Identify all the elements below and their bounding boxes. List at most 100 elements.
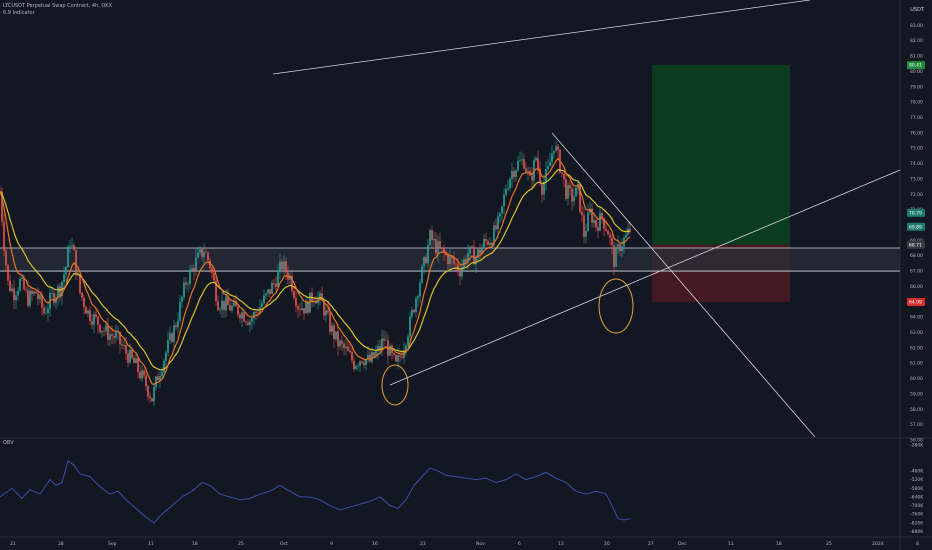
candle-body: [415, 298, 417, 312]
candle-body: [523, 159, 525, 169]
candle-body: [431, 230, 433, 241]
candle-body: [411, 310, 413, 317]
candle-body: [95, 314, 97, 317]
candle-body: [451, 256, 453, 259]
candle-body: [593, 220, 595, 223]
candle-body: [423, 256, 425, 267]
candle-body: [385, 340, 387, 341]
candle-body: [429, 230, 431, 246]
candle-body: [371, 352, 373, 362]
time-tick-label: 16: [372, 541, 378, 547]
upper-channel-line: [272, 0, 811, 75]
candle-body: [455, 263, 457, 265]
indicator-title[interactable]: 6.9 Indicator: [3, 10, 35, 16]
price-tick-label: 82.00: [910, 38, 923, 44]
candle-body: [81, 292, 83, 298]
candle-body: [263, 295, 265, 304]
candle-body: [417, 296, 419, 299]
time-tick-label: Oct: [280, 541, 288, 547]
candle-body: [115, 332, 117, 338]
candle-body: [221, 300, 223, 310]
obv-tick-label: -640K: [910, 494, 924, 500]
candle-body: [581, 212, 583, 216]
price-tick-label: 68.00: [910, 253, 923, 259]
candle-body: [483, 238, 485, 248]
candle-body: [611, 237, 613, 246]
candle-body: [261, 303, 263, 308]
candle-body: [405, 345, 407, 351]
candle-body: [461, 266, 463, 277]
candle-body: [223, 300, 225, 311]
candle-body: [243, 312, 245, 322]
obv-pane-title: OBV: [3, 440, 14, 446]
candle-body: [57, 286, 59, 298]
candle-body: [437, 241, 439, 254]
candle-body: [625, 234, 627, 238]
candle-body: [295, 297, 297, 307]
candle-body: [341, 340, 343, 344]
candle-body: [413, 310, 415, 312]
candle-body: [297, 306, 299, 310]
candle-body: [165, 352, 167, 361]
candle-body: [29, 290, 31, 306]
candle-body: [389, 345, 391, 356]
time-tick-label: Dec: [678, 541, 687, 547]
candle-body: [465, 259, 467, 263]
candle-body: [573, 196, 575, 202]
symbol-title[interactable]: LTCUSDT Perpetual Swap Contract, 4h, OKX: [3, 3, 113, 9]
candle-body: [579, 183, 581, 213]
candle-body: [567, 185, 569, 199]
currency-label[interactable]: USDT: [910, 7, 924, 13]
candle-body: [495, 225, 497, 230]
time-tick-label: 27: [648, 541, 654, 547]
price-tick-label: 77.00: [910, 115, 923, 121]
candle-body: [497, 216, 499, 230]
candle-body: [331, 325, 333, 332]
candle-body: [225, 297, 227, 311]
price-tick-label: 57.00: [910, 422, 923, 428]
candle-body: [215, 280, 217, 302]
candle-body: [131, 349, 133, 358]
candle-body: [207, 252, 209, 261]
candle-body: [45, 313, 47, 314]
candle-body: [473, 246, 475, 265]
price-tick-label: 83.00: [910, 23, 923, 29]
candle-body: [149, 396, 151, 399]
candle-body: [407, 336, 409, 346]
candle-body: [459, 271, 461, 277]
candle-body: [201, 249, 203, 257]
candle-body: [195, 257, 197, 272]
candle-body: [227, 297, 229, 306]
time-tick-label: 9: [330, 541, 333, 547]
candle-body: [255, 311, 257, 313]
candle-body: [111, 334, 113, 336]
candle-body: [75, 250, 77, 276]
candle-body: [619, 244, 621, 251]
candle-body: [213, 272, 215, 281]
candle-body: [531, 175, 533, 181]
candle-body: [153, 386, 155, 402]
candle-body: [273, 283, 275, 284]
candle-body: [377, 346, 379, 352]
candle-body: [445, 252, 447, 255]
candle-body: [205, 252, 207, 253]
candle-body: [595, 220, 597, 228]
time-tick-label: 2024: [872, 541, 884, 547]
entry-price-tag-text: 68.71: [909, 242, 922, 248]
candle-body: [379, 346, 381, 350]
candle-body: [489, 242, 491, 245]
candle-body: [17, 290, 19, 296]
candle-body: [565, 179, 567, 199]
obv-tick-label: -880K: [910, 529, 924, 535]
candle-body: [399, 355, 401, 357]
candle-body: [163, 360, 165, 372]
time-tick-label: 25: [238, 541, 244, 547]
candle-body: [155, 376, 157, 387]
candle-body: [241, 312, 243, 319]
candle-body: [127, 353, 129, 363]
candle-body: [513, 171, 515, 178]
candle-body: [575, 187, 577, 197]
target-price-tag: [907, 61, 925, 70]
obv-tick-label: -580K: [910, 486, 924, 492]
